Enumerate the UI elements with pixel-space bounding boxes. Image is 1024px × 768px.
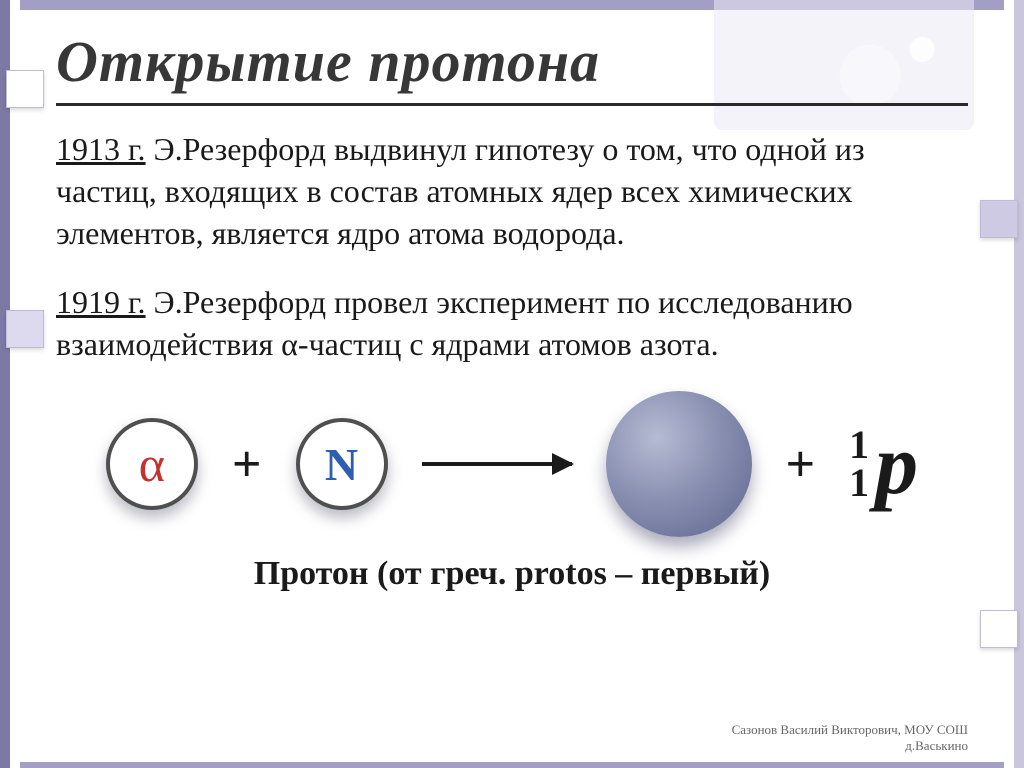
etymology-caption: Протон (от греч. protos – первый)	[56, 555, 968, 593]
frame-bottom-bar	[20, 762, 1004, 768]
paragraph-experiment: 1919 г. Э.Резерфорд провел эксперимент п…	[56, 281, 968, 365]
credit-line-1: Сазонов Василий Викторович, МОУ СОШ	[732, 722, 968, 738]
para2-text-b: -частиц с ядрами атомов азота.	[298, 326, 719, 362]
slide-title: Открытие протона	[56, 26, 968, 106]
alpha-symbol: α	[139, 435, 165, 493]
atomic-number: 1	[849, 464, 869, 502]
mass-number: 1	[849, 426, 869, 464]
plus-sign: +	[232, 435, 262, 494]
proton-isotope-notation: 1 1 p	[849, 414, 918, 514]
paragraph-hypothesis: 1913 г. Э.Резерфорд выдвинул гипотезу о …	[56, 128, 968, 255]
product-nucleus-icon	[606, 391, 752, 537]
reaction-arrow-icon	[422, 462, 572, 466]
plus-sign: +	[786, 435, 816, 494]
slide-content: Открытие протона 1913 г. Э.Резерфорд выд…	[10, 10, 1014, 762]
para1-text: Э.Резерфорд выдвинул гипотезу о том, что…	[56, 131, 865, 251]
proton-symbol: p	[875, 414, 918, 514]
nitrogen-symbol: N	[325, 438, 358, 491]
nitrogen-nucleus-icon: N	[296, 418, 388, 510]
alpha-letter-inline: α	[281, 326, 298, 362]
credit-line-2: д.Васькино	[732, 738, 968, 754]
nuclear-reaction-diagram: α + N + 1 1 p	[56, 391, 968, 537]
year-1919: 1919 г.	[56, 284, 146, 320]
year-1913: 1913 г.	[56, 131, 146, 167]
author-credit: Сазонов Василий Викторович, МОУ СОШ д.Ва…	[732, 722, 968, 755]
alpha-particle-icon: α	[106, 418, 198, 510]
